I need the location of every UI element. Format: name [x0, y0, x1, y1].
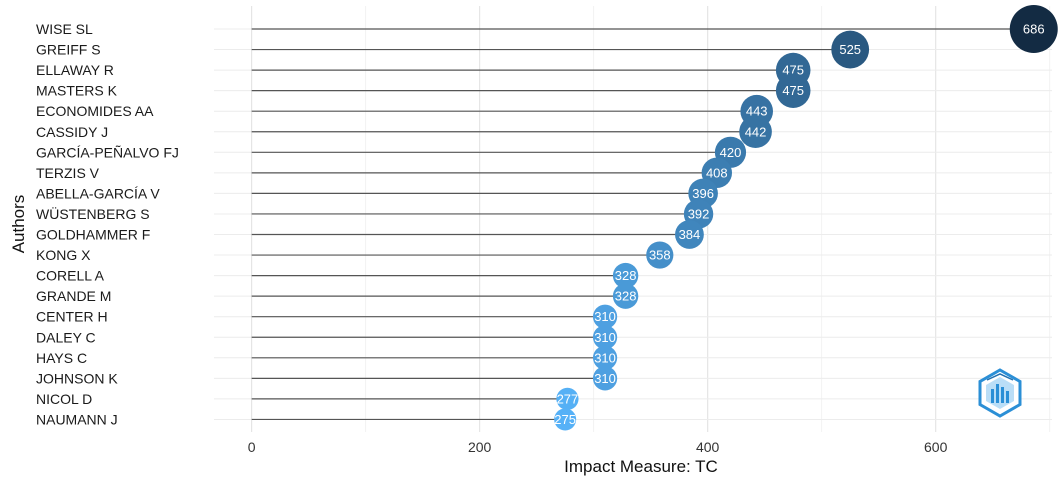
value-label: 275 — [554, 412, 576, 427]
y-category-label: MASTERS K — [36, 83, 118, 99]
y-axis-title: Authors — [9, 195, 28, 254]
lollipop-dot — [592, 304, 618, 329]
value-label: 475 — [782, 83, 804, 98]
lollipop-dot — [646, 241, 674, 269]
value-label: 384 — [679, 227, 701, 242]
y-category-label: GOLDHAMMER F — [36, 227, 150, 243]
lollipop-dot — [739, 115, 772, 149]
y-category-label: TERZIS V — [36, 165, 100, 181]
lollipop-dot — [556, 387, 579, 410]
y-axis-category-labels: WISE SL GREIFF S ELLAWAY R MASTERS K ECONOMI… — [36, 21, 179, 427]
y-category-label: CASSIDY J — [36, 124, 108, 140]
y-category-label: GREIFF S — [36, 42, 101, 58]
value-label: 310 — [594, 330, 616, 345]
value-label: 686 — [1023, 22, 1045, 37]
lollipop-dot — [775, 73, 811, 108]
lollipop-dot — [1009, 5, 1058, 53]
x-tick-label: 600 — [924, 439, 948, 455]
value-label: 525 — [839, 42, 861, 57]
lollipop-dot — [612, 283, 639, 309]
y-category-label: CENTER H — [36, 309, 108, 325]
value-label: 396 — [692, 186, 714, 201]
lollipop-dot — [675, 220, 704, 249]
lollipop-dot — [592, 325, 618, 350]
value-label: 408 — [706, 165, 728, 180]
lollipop-dot — [592, 366, 618, 391]
value-label: 328 — [615, 289, 637, 304]
value-label: 310 — [594, 309, 616, 324]
value-label: 443 — [746, 104, 768, 119]
y-category-label: CORELL A — [36, 268, 105, 284]
value-label: 328 — [615, 268, 637, 283]
x-tick-label: 200 — [468, 439, 492, 455]
y-category-label: HAYS C — [36, 350, 87, 366]
value-label: 277 — [557, 391, 579, 406]
bibliometrix-logo-icon — [978, 368, 1022, 418]
y-category-label: ELLAWAY R — [36, 62, 114, 78]
value-label: 310 — [594, 350, 616, 365]
y-category-label: WÜSTENBERG S — [36, 205, 150, 222]
y-category-label: KONG X — [36, 247, 91, 263]
x-axis-title: Impact Measure: TC — [564, 457, 718, 476]
y-category-label: ECONOMIDES AA — [36, 103, 154, 119]
y-category-label: NICOL D — [36, 391, 92, 407]
y-category-label: JOHNSON K — [36, 370, 118, 386]
y-category-label: NAUMANN J — [36, 411, 118, 427]
lollipop-dot — [554, 408, 577, 431]
y-category-label: DALEY C — [36, 329, 96, 345]
lollipop-dot — [592, 345, 618, 370]
value-label: 420 — [720, 145, 742, 160]
value-label: 392 — [688, 206, 710, 221]
x-tick-label: 0 — [248, 439, 256, 455]
y-category-label: GRANDE M — [36, 288, 111, 304]
value-label: 310 — [594, 371, 616, 386]
lollipop-dot — [831, 30, 870, 69]
lollipop-dot — [612, 262, 639, 289]
x-tick-label: 400 — [696, 439, 720, 455]
lollipop-stems — [251, 28, 1034, 421]
y-category-label: WISE SL — [36, 21, 93, 37]
value-label: 442 — [745, 124, 767, 139]
y-category-label: ABELLA-GARCÍA V — [36, 185, 160, 201]
value-label: 475 — [782, 63, 804, 78]
y-category-label: GARCÍA-PEÑALVO FJ — [36, 144, 179, 160]
x-axis-tick-labels: 0 200 400 600 — [248, 439, 948, 455]
value-label: 358 — [649, 248, 671, 263]
